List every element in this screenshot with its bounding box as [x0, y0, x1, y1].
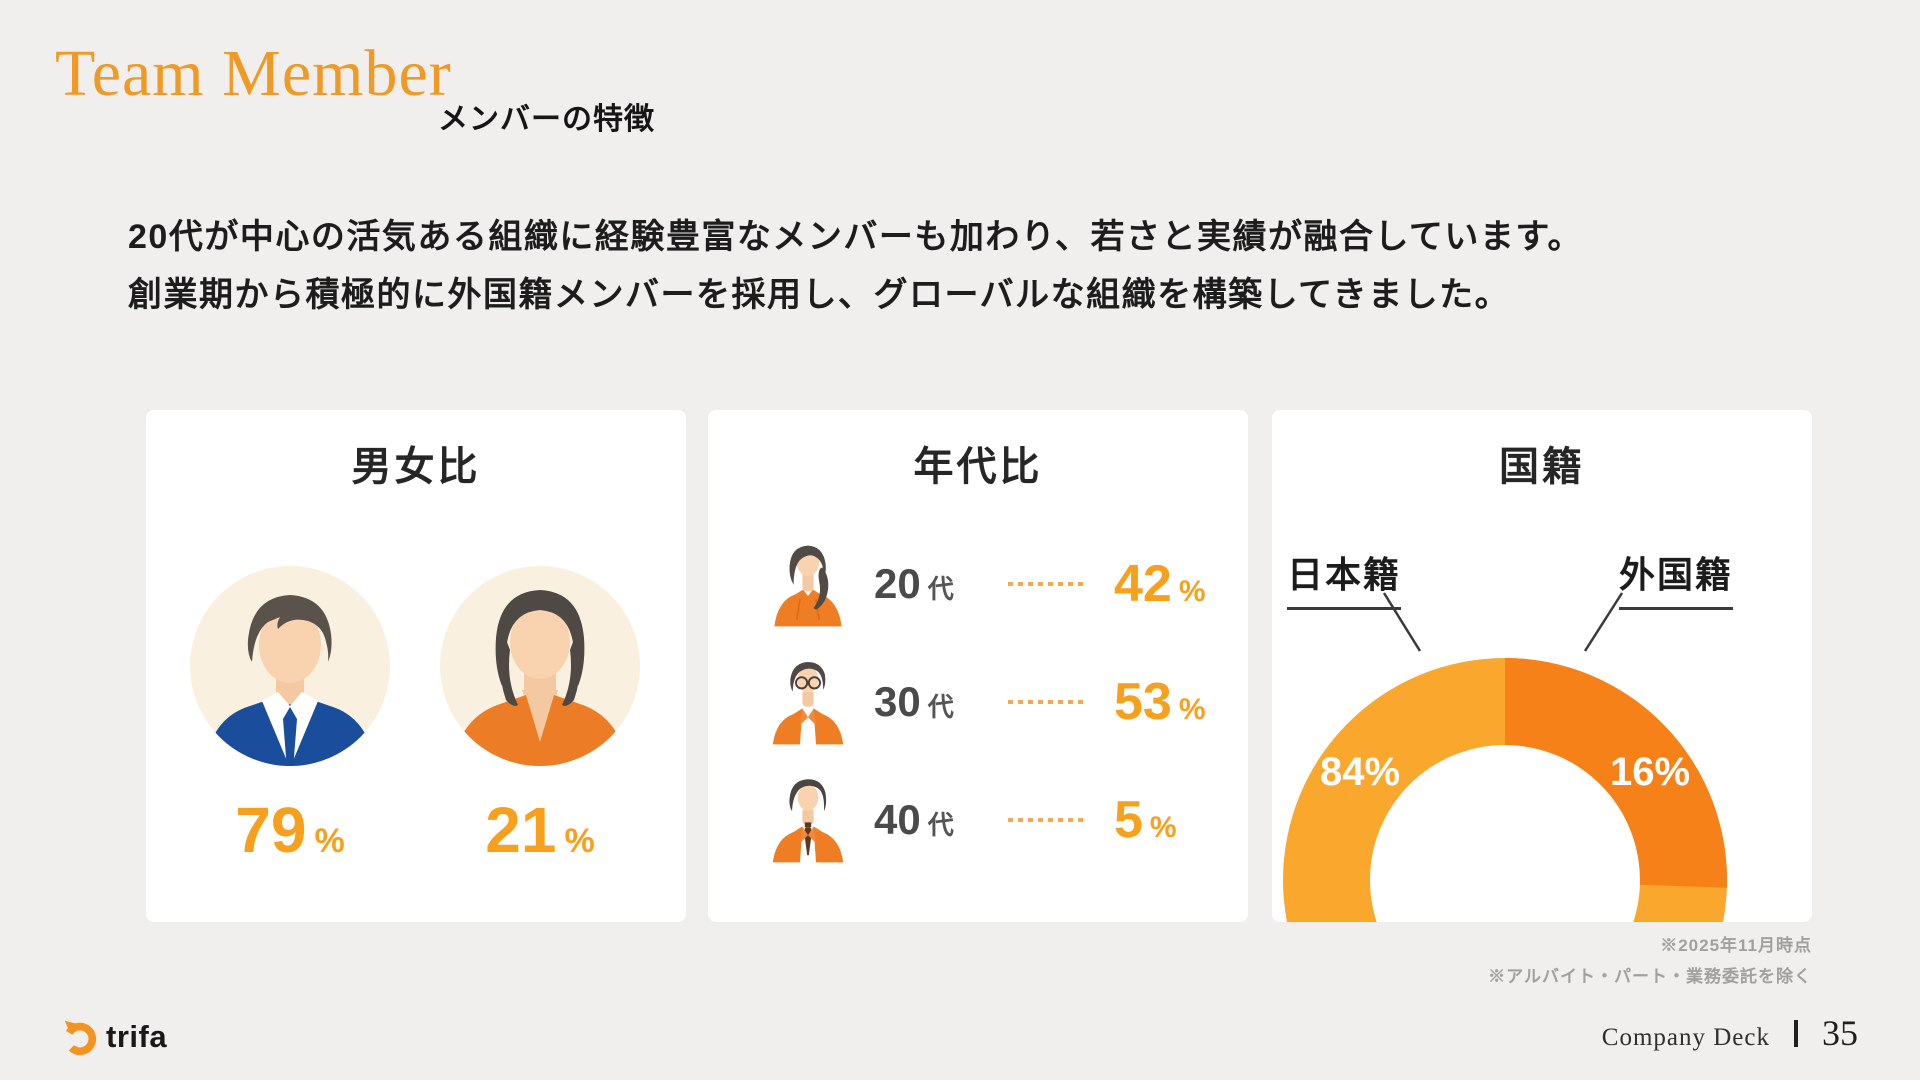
age-percent-unit: % [1149, 811, 1177, 844]
female-stat: 21% [440, 793, 640, 867]
man-40s-tie-avatar-icon [772, 779, 844, 863]
male-stat: 79% [190, 793, 390, 867]
male-stat-column: 79% [190, 566, 390, 867]
female-percent-unit: % [564, 822, 595, 860]
nationality-card: 国籍 日本籍 外国籍 84% 16% [1272, 410, 1812, 922]
age-suffix: 代 [927, 692, 954, 722]
page-subtitle: メンバーの特徴 [438, 103, 655, 136]
dotted-leader [1008, 582, 1084, 586]
footnote-asof-date: ※2025年11月時点 [1660, 936, 1812, 955]
age-label-30s: 30 代 [874, 678, 992, 726]
age-percent-value: 53 [1114, 673, 1172, 731]
age-row-20s: 20 代 42% [708, 532, 1248, 636]
age-number: 40 [874, 796, 921, 843]
age-suffix: 代 [927, 574, 954, 604]
footer-right: Company Deck 35 [1602, 1012, 1858, 1054]
age-row-30s: 30 代 53% [708, 650, 1248, 754]
gender-ratio-card: 男女比 79% [146, 410, 686, 922]
age-suffix: 代 [927, 810, 954, 840]
lead-line-1: 20代が中心の活気ある組織に経験豊富なメンバーも加わり、若さと実績が融合していま… [128, 218, 1584, 256]
age-percent-value: 42 [1114, 555, 1172, 613]
lead-line-2: 創業期から積極的に外国籍メンバーを採用し、グローバルな組織を構築してきました。 [128, 276, 1511, 314]
male-percent-value: 79 [235, 794, 307, 866]
female-stat-column: 21% [440, 566, 640, 867]
footer-separator [1794, 1019, 1798, 1047]
callout-line-foreign [1583, 592, 1624, 652]
company-logo: trifa [60, 1018, 167, 1056]
page-number: 35 [1822, 1013, 1858, 1053]
age-number: 30 [874, 678, 921, 725]
age-ratio-card: 年代比 20 代 42% [708, 410, 1248, 922]
male-percent-unit: % [314, 822, 345, 860]
woman-20s-avatar-icon [774, 545, 842, 627]
age-card-title: 年代比 [913, 445, 1043, 489]
female-avatar-icon [440, 566, 640, 766]
lead-paragraph: 20代が中心の活気ある組織に経験豊富なメンバーも加わり、若さと実績が融合していま… [128, 208, 1583, 324]
dotted-leader [1008, 818, 1084, 822]
trifa-logo-text: trifa [106, 1019, 168, 1054]
age-percent-value: 5 [1114, 791, 1143, 849]
age-number: 20 [874, 560, 921, 607]
male-avatar-icon [190, 566, 390, 766]
age-percent-unit: % [1178, 693, 1206, 726]
nationality-card-title: 国籍 [1499, 445, 1585, 489]
footnote-exclusions: ※アルバイト・パート・業務委託を除く [1488, 967, 1812, 986]
deck-label: Company Deck [1601, 1024, 1770, 1051]
age-value-30s: 53% [1114, 672, 1206, 732]
nationality-donut-chart [1283, 592, 1728, 922]
age-row-40s: 40 代 5% [708, 768, 1248, 872]
foreign-percent: 16% [1609, 750, 1691, 794]
foreign-label: 外国籍 [1619, 546, 1734, 610]
callout-line-japan [1382, 592, 1422, 652]
age-value-40s: 5% [1114, 790, 1177, 850]
female-percent-value: 21 [485, 794, 557, 866]
japan-percent: 84% [1319, 750, 1401, 794]
age-percent-unit: % [1178, 575, 1206, 608]
footnotes: ※2025年11月時点 ※アルバイト・パート・業務委託を除く [1488, 930, 1812, 992]
dotted-leader [1008, 700, 1084, 704]
gender-card-title: 男女比 [351, 445, 481, 489]
age-label-20s: 20 代 [874, 560, 992, 608]
japan-label: 日本籍 [1287, 546, 1402, 610]
man-30s-glasses-avatar-icon [772, 662, 844, 745]
page-title: Team Member [55, 37, 452, 110]
trifa-logo-icon [63, 1020, 97, 1056]
age-label-40s: 40 代 [874, 796, 992, 844]
age-value-20s: 42% [1114, 554, 1206, 614]
donut-segment-foreign [1505, 658, 1728, 888]
